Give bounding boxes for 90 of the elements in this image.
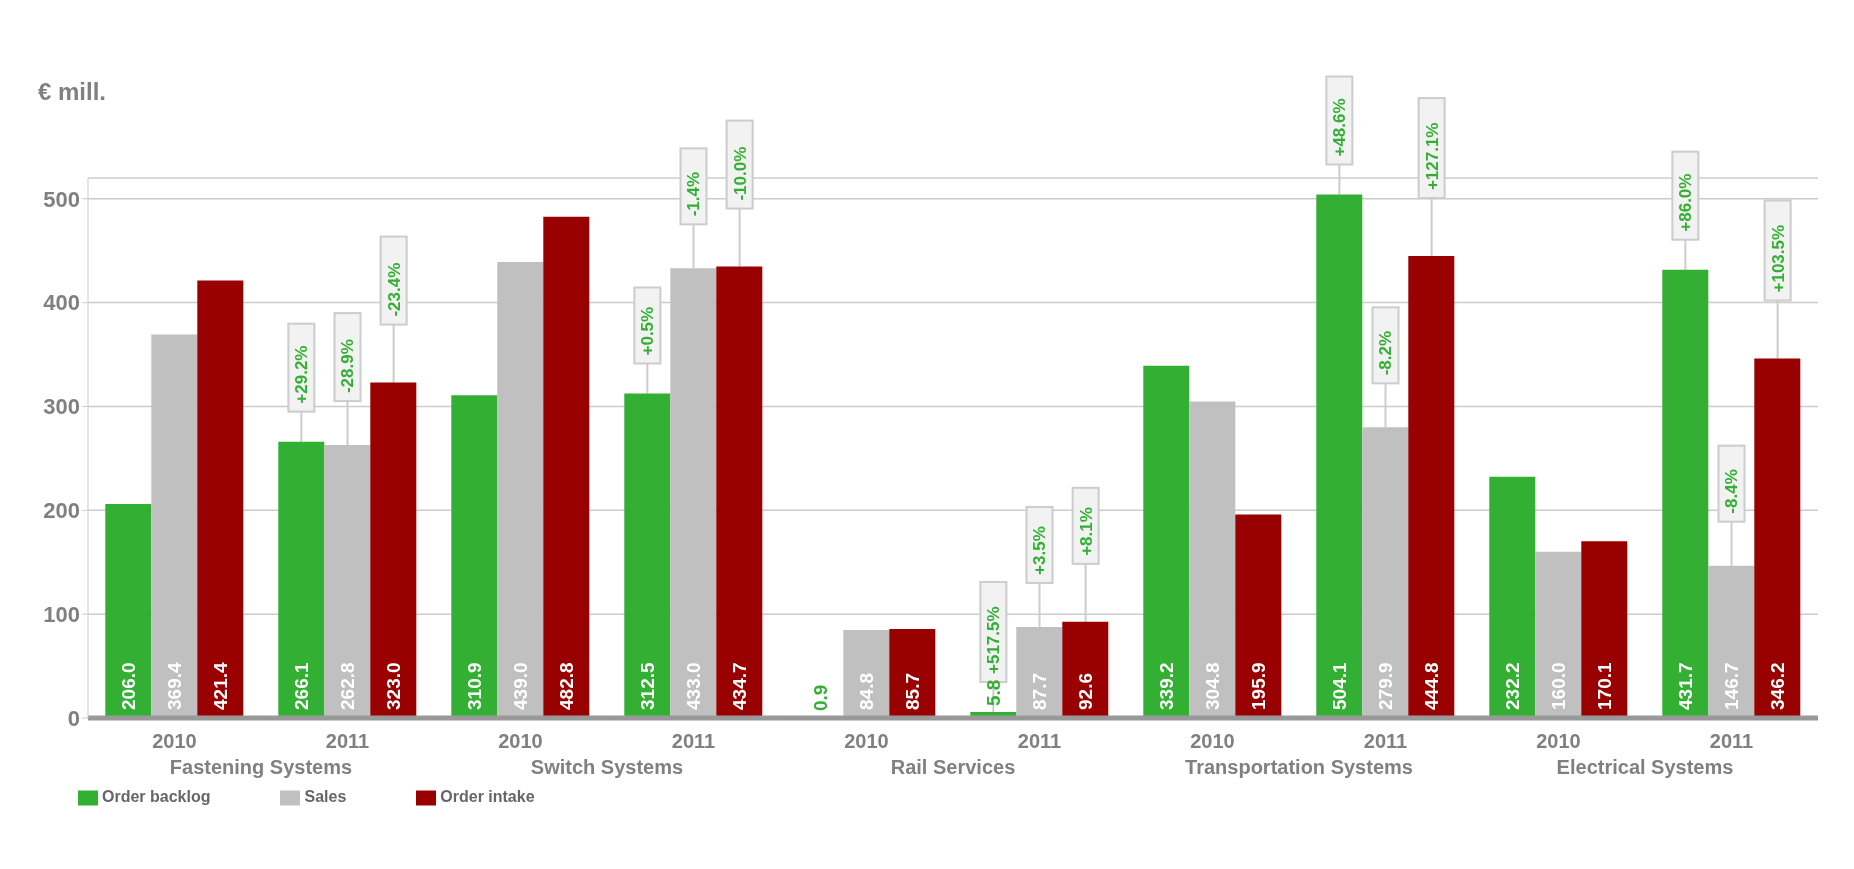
x-tick-label: 2011 (1709, 730, 1754, 752)
annotation: +8.1% (1076, 507, 1096, 556)
data-label: 421.4 (209, 662, 231, 710)
data-label: 431.7 (1674, 662, 1696, 710)
annotation: +3.5% (1030, 526, 1050, 575)
y-axis-title: € mill. (38, 78, 107, 106)
text: Fastening Systems (169, 756, 353, 778)
y-tick-label: 400 (43, 290, 80, 316)
bar (278, 441, 325, 718)
annotation: -8.4% (1722, 469, 1742, 514)
text: Switch Systems (530, 756, 684, 778)
bar (1316, 194, 1363, 718)
x-tick-label: 2011 (325, 730, 370, 752)
data-label: 304.8 (1201, 662, 1223, 710)
bar (543, 216, 590, 718)
text: Rail Services (890, 756, 1016, 778)
bar (1062, 621, 1109, 718)
annotation: +127.1% (1422, 122, 1442, 191)
y-tick-label: 300 (43, 394, 80, 420)
data-label: 312.5 (636, 662, 658, 710)
data-label: 279.9 (1374, 662, 1396, 710)
data-label: 85.7 (901, 673, 923, 710)
x-tick-label: 2010 (152, 730, 197, 752)
data-label: 439.0 (509, 662, 531, 710)
data-label: 369.4 (163, 662, 185, 710)
text: Transportation Systems (1185, 756, 1413, 778)
data-label: 146.7 (1720, 662, 1742, 710)
data-label: 262.8 (336, 662, 358, 710)
data-label: 433.0 (682, 662, 704, 710)
x-tick-label: 2011 (1363, 730, 1408, 752)
annotation: -28.9% (338, 339, 358, 394)
annotation: +103.5% (1768, 224, 1788, 293)
annotation: +86.0% (1676, 173, 1696, 232)
data-label: 92.6 (1074, 673, 1096, 710)
annotation: +48.6% (1330, 98, 1350, 157)
data-label: 0.9 (809, 684, 831, 712)
data-label: 339.2 (1155, 662, 1177, 710)
data-label: 266.1 (290, 662, 312, 710)
annotation: +517.5% (984, 606, 1004, 674)
text: Electrical Systems (1556, 756, 1734, 778)
x-tick-label: 2010 (1536, 730, 1581, 752)
bar (624, 393, 671, 718)
annotation: -23.4% (384, 262, 404, 317)
data-label: 160.0 (1547, 662, 1569, 710)
bar (451, 395, 498, 718)
y-tick-label: 200 (43, 498, 80, 524)
x-tick-label: 2010 (1190, 730, 1235, 752)
bar (1754, 358, 1801, 718)
bar (1143, 365, 1190, 718)
data-label: 323.0 (382, 662, 404, 710)
bar (1408, 256, 1455, 718)
legend-label: Sales (304, 788, 347, 806)
data-label: 5.8 (982, 679, 1004, 706)
x-tick-label: 2010 (498, 730, 543, 752)
x-tick-label: 2011 (1017, 730, 1062, 752)
bar (105, 504, 152, 718)
data-label: 434.7 (728, 662, 750, 710)
bar (1489, 476, 1536, 718)
data-label: 444.8 (1420, 662, 1442, 710)
data-label: 206.0 (117, 662, 139, 710)
bar (197, 280, 244, 718)
bar (1235, 514, 1282, 718)
bar (370, 382, 417, 718)
data-label: 87.7 (1028, 673, 1050, 710)
data-label: 170.1 (1593, 662, 1615, 710)
annotation: -10.0% (730, 146, 750, 201)
annotation: -8.2% (1376, 330, 1396, 376)
bar (716, 266, 763, 718)
bar (1581, 541, 1628, 718)
data-label: 346.2 (1766, 662, 1788, 710)
x-tick-label: 2011 (671, 730, 716, 752)
data-label: 84.8 (855, 673, 877, 710)
data-label: 482.8 (555, 662, 577, 710)
data-label: 195.9 (1247, 662, 1269, 710)
annotation: -1.4% (684, 171, 704, 217)
y-tick-label: 0 (67, 705, 80, 731)
legend-label: Order intake (440, 788, 535, 806)
bar (1662, 269, 1709, 718)
data-label: 310.9 (463, 662, 485, 710)
y-tick-label: 500 (43, 186, 80, 212)
data-label: 504.1 (1328, 662, 1350, 710)
legend-label: Order backlog (102, 788, 211, 806)
bar (1535, 551, 1582, 718)
annotation: +29.2% (292, 345, 312, 404)
annotation: +0.5% (638, 306, 658, 356)
data-label: 232.2 (1501, 662, 1523, 710)
bar (843, 629, 890, 718)
y-tick-label: 100 (43, 601, 80, 627)
bar (889, 629, 936, 718)
x-tick-label: 2010 (844, 730, 889, 752)
